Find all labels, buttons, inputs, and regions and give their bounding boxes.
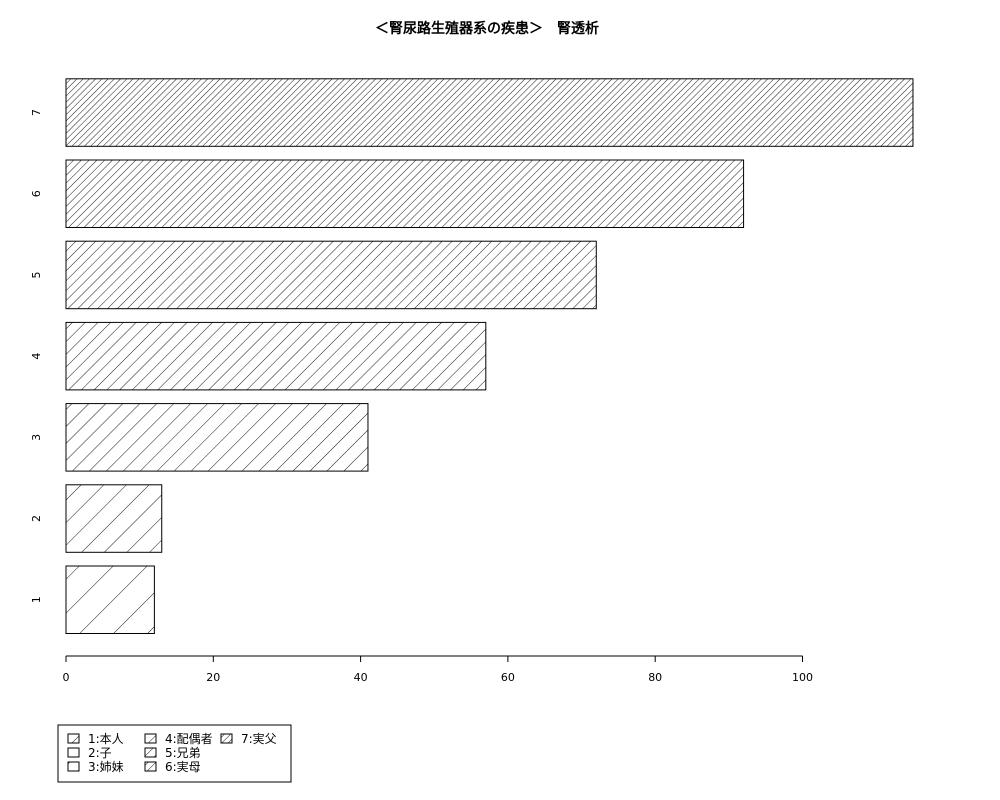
legend-label: 6:実母 [165, 759, 201, 774]
legend-swatch [144, 733, 157, 744]
y-tick-label: 1 [30, 596, 43, 603]
x-tick-label: 40 [354, 671, 368, 684]
legend-swatch [144, 761, 157, 772]
legend-box [57, 724, 292, 783]
bar-7 [65, 78, 914, 147]
y-tick-label: 6 [30, 190, 43, 197]
legend-label: 4:配偶者 [165, 732, 213, 746]
y-tick-label: 2 [30, 515, 43, 522]
x-tick-label: 100 [792, 671, 813, 684]
bars-group [65, 78, 914, 634]
legend-label: 2:子 [88, 746, 112, 760]
legend-swatch [67, 747, 80, 758]
legend-swatch [220, 733, 233, 744]
legend-label: 1:本人 [88, 732, 124, 746]
bar-2 [65, 484, 163, 553]
legend-label: 3:姉妹 [88, 759, 124, 774]
y-tick-label: 7 [30, 109, 43, 116]
x-axis: 0 20 40 60 80 100 [63, 655, 813, 684]
bar-6 [65, 159, 745, 228]
legend-label: 7:実父 [241, 731, 277, 746]
legend-swatch [67, 733, 80, 744]
x-tick-label: 60 [501, 671, 515, 684]
legend-label: 5:兄弟 [165, 746, 201, 760]
bar-3 [65, 403, 369, 472]
x-tick-label: 20 [206, 671, 220, 684]
y-tick-label: 5 [30, 271, 43, 278]
y-tick-label: 4 [30, 353, 43, 360]
chart-title: ＜腎尿路生殖器系の疾患＞ 腎透析 [375, 20, 599, 37]
bar-5 [65, 240, 597, 310]
x-tick-label: 0 [63, 671, 70, 684]
bar-4 [65, 321, 487, 391]
x-tick-label: 80 [648, 671, 662, 684]
bar-1 [65, 565, 155, 634]
legend-swatch [144, 747, 157, 758]
legend-swatch [67, 761, 80, 772]
y-tick-label: 3 [30, 434, 43, 441]
y-axis: 1 2 3 4 5 6 7 [30, 109, 43, 603]
